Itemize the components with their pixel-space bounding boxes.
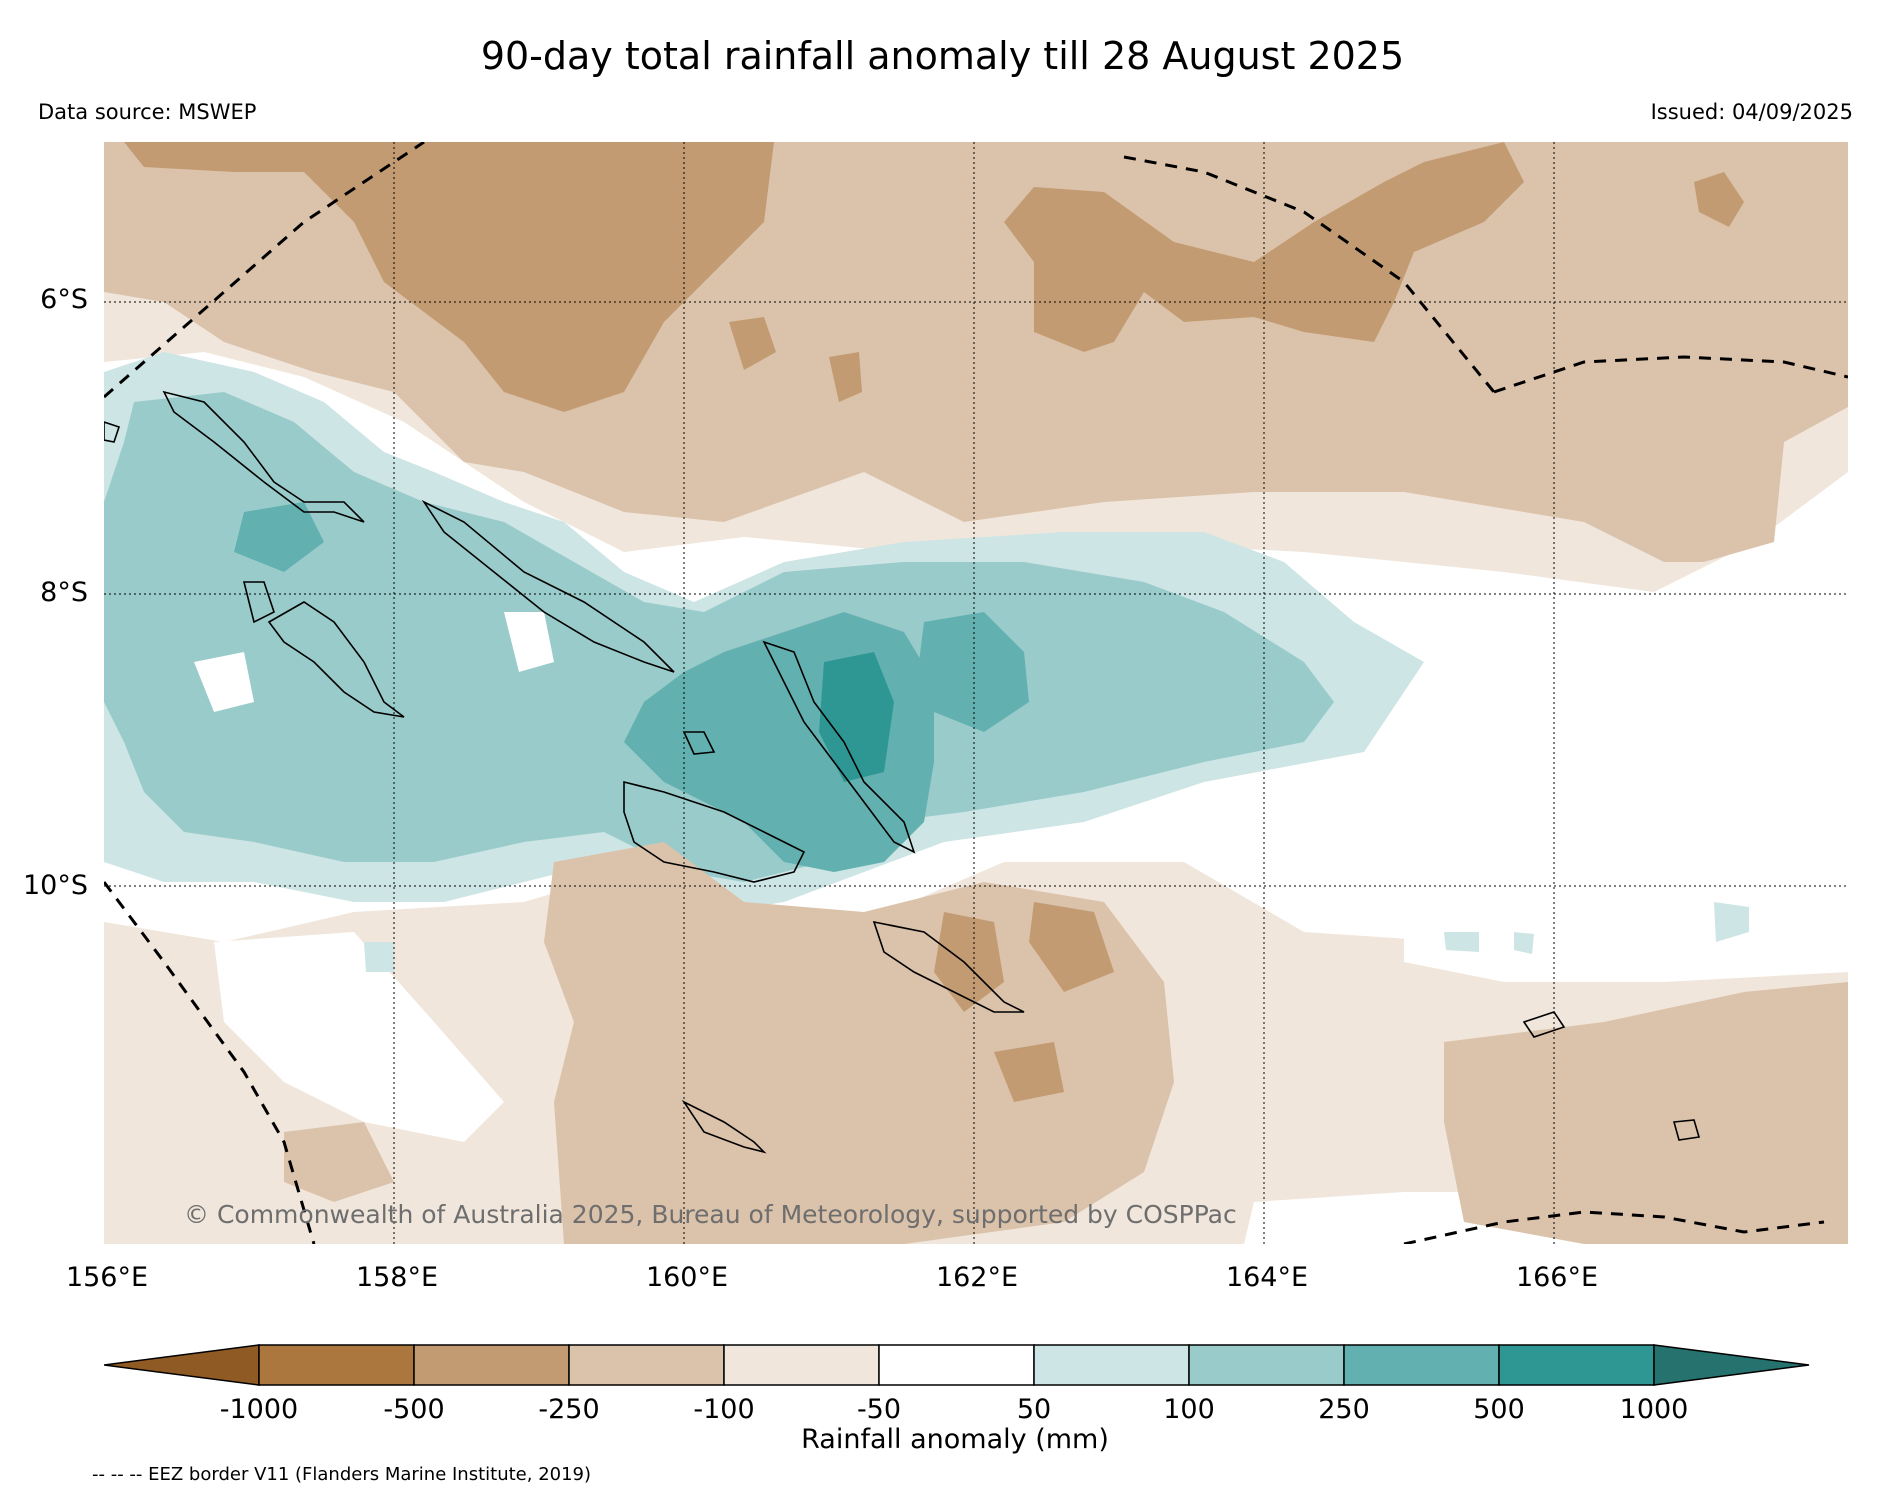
anomaly-zone-white-gap-2 bbox=[504, 612, 554, 672]
colorbar-bin-2 bbox=[413, 1344, 570, 1386]
colorbar-bin-7 bbox=[1188, 1344, 1345, 1386]
lon-label-158e: 158°E bbox=[355, 1262, 439, 1293]
anomaly-zone-brown-north-2 bbox=[1004, 142, 1524, 352]
anomaly-zone-brown-south-3 bbox=[994, 1042, 1064, 1102]
colorbar-tick-label: 250 bbox=[1318, 1394, 1370, 1425]
lat-label-8s: 8°S bbox=[40, 577, 88, 608]
colorbar-tick-label: 500 bbox=[1473, 1394, 1525, 1425]
coastline-new-georgia bbox=[267, 601, 405, 718]
anomaly-zone-white-gap-1 bbox=[194, 652, 254, 712]
colorbar-tick-label: -500 bbox=[383, 1394, 445, 1425]
anomaly-zone-teal-patch-south-3 bbox=[1714, 902, 1749, 942]
colorbar-bin-3 bbox=[568, 1344, 725, 1386]
colorbar-tick-label: -250 bbox=[538, 1394, 600, 1425]
anomaly-zone-tan-south-3 bbox=[284, 1122, 394, 1202]
coastline-rennell bbox=[681, 1099, 767, 1154]
colorbar-bin-8 bbox=[1343, 1344, 1500, 1386]
eez-border-s bbox=[1403, 1210, 1825, 1244]
colorbar-tick-label: -100 bbox=[693, 1394, 755, 1425]
anomaly-zone-brown-south-1 bbox=[934, 912, 1004, 1012]
anomaly-zone-white-south-1 bbox=[214, 932, 504, 1142]
issued-date: Issued: 04/09/2025 bbox=[1650, 100, 1853, 124]
anomaly-zone-brown-north-3 bbox=[1694, 172, 1744, 227]
anomaly-zone-brown-south-2 bbox=[1029, 902, 1114, 992]
colorbar-extend-high bbox=[1653, 1344, 1810, 1386]
coastline-nendo bbox=[1522, 1011, 1566, 1038]
anomaly-zone-brown-north-1 bbox=[124, 142, 774, 412]
eez-border-sw bbox=[104, 881, 316, 1244]
map-canvas bbox=[104, 142, 1848, 1244]
coastline-santa-isabel bbox=[421, 499, 675, 673]
lon-label-156e: 156°E bbox=[65, 1262, 149, 1293]
anomaly-zone-tan-south-2 bbox=[1444, 982, 1848, 1244]
lon-label-166e: 166°E bbox=[1515, 1262, 1599, 1293]
anomaly-zone-tan-south-1 bbox=[544, 842, 1174, 1244]
anomaly-zone-white-south-2 bbox=[1404, 902, 1848, 982]
coastline-vanikoro bbox=[1672, 1119, 1701, 1141]
colorbar-tick-label: 1000 bbox=[1619, 1394, 1689, 1425]
anomaly-zone-brown-north-5 bbox=[829, 352, 862, 402]
coastline-vella-lavella bbox=[242, 581, 275, 624]
eez-legend-note: -- -- -- EEZ border V11 (Flanders Marine… bbox=[92, 1464, 592, 1485]
anomaly-zone-teal-patch-south-2 bbox=[1514, 932, 1534, 954]
lon-label-162e: 162°E bbox=[935, 1262, 1019, 1293]
copyright-note: © Commonwealth of Australia 2025, Bureau… bbox=[184, 1200, 1237, 1229]
data-source: Data source: MSWEP bbox=[38, 100, 257, 124]
colorbar-bin-5 bbox=[878, 1344, 1035, 1386]
colorbar-tick-label: 50 bbox=[1016, 1394, 1052, 1425]
anomaly-zone-dark-teal-3 bbox=[234, 502, 324, 572]
anomaly-zone-darkest-teal bbox=[819, 652, 894, 782]
lon-label-164e: 164°E bbox=[1225, 1262, 1309, 1293]
eez-border-nw bbox=[104, 142, 425, 399]
coastline-makira bbox=[872, 920, 1025, 1013]
colorbar-bin-9 bbox=[1498, 1344, 1655, 1386]
eez-border-ne bbox=[1123, 155, 1496, 393]
coastline-florida-islands bbox=[682, 731, 716, 755]
lat-label-10s: 10°S bbox=[23, 870, 88, 901]
coastline-guadalcanal bbox=[623, 780, 806, 883]
colorbar-tick-label: 100 bbox=[1163, 1394, 1215, 1425]
coastlines bbox=[104, 390, 1701, 1154]
colorbar-label: Rainfall anomaly (mm) bbox=[801, 1424, 1109, 1455]
lat-label-6s: 6°S bbox=[40, 284, 88, 315]
colorbar-extend-low bbox=[104, 1344, 260, 1386]
colorbar-bin-4 bbox=[723, 1344, 880, 1386]
anomaly-zone-teal-patch-south-1 bbox=[1444, 932, 1479, 952]
anomaly-zone-brown-north-4 bbox=[729, 317, 776, 370]
anomaly-zone-mid-teal bbox=[104, 392, 1334, 882]
colorbar-bin-6 bbox=[1033, 1344, 1190, 1386]
coastline-shortland bbox=[104, 421, 121, 443]
colorbar-tick-label: -1000 bbox=[219, 1394, 299, 1425]
map-title: 90-day total rainfall anomaly till 28 Au… bbox=[480, 34, 1405, 78]
coastline-malaita bbox=[762, 640, 916, 854]
colorbar bbox=[104, 1344, 1810, 1386]
colorbar-tick-label: -50 bbox=[856, 1394, 902, 1425]
coastline-choiseul bbox=[162, 390, 365, 523]
gridlines bbox=[104, 142, 1848, 1244]
lon-label-160e: 160°E bbox=[645, 1262, 729, 1293]
colorbar-bin-1 bbox=[258, 1344, 415, 1386]
rainfall-anomaly-map: © Commonwealth of Australia 2025, Bureau… bbox=[104, 142, 1848, 1244]
anomaly-zone-teal-patch-south-4 bbox=[364, 942, 394, 972]
